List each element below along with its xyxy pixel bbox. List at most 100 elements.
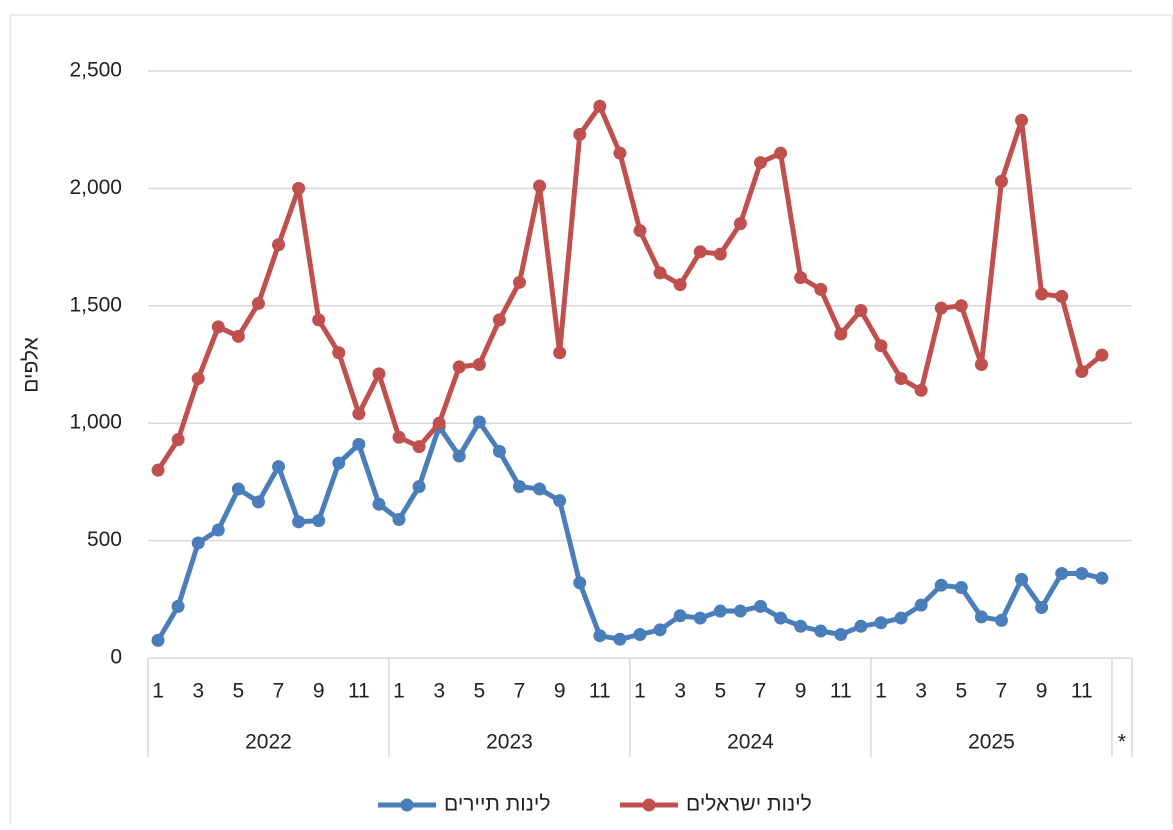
point: [914, 598, 928, 612]
y-tick-label: 2,500: [69, 59, 122, 82]
point: [713, 604, 727, 618]
y-tick-label: 2,000: [69, 176, 122, 199]
y-tick-label: 1,500: [69, 293, 122, 316]
point: [191, 372, 205, 386]
point: [312, 514, 326, 528]
x-group-label: 2023: [486, 731, 533, 754]
point: [834, 327, 848, 341]
x-tick-label: 3: [674, 680, 686, 703]
point: [251, 495, 265, 509]
point: [874, 339, 888, 353]
x-group-label: *: [1118, 731, 1126, 754]
point: [994, 174, 1008, 188]
point: [653, 623, 667, 637]
point: [713, 247, 727, 261]
point: [452, 360, 466, 374]
y-axis-label: אלפים: [20, 337, 43, 393]
point: [533, 179, 547, 193]
point: [653, 266, 667, 280]
point: [894, 611, 908, 625]
point: [513, 275, 527, 289]
point: [292, 515, 306, 529]
point: [914, 383, 928, 397]
point: [854, 303, 868, 317]
x-tick-label: 1: [875, 680, 887, 703]
point: [151, 633, 165, 647]
point: [211, 320, 225, 334]
point: [352, 437, 366, 451]
x-group-label: 2022: [245, 731, 292, 754]
x-tick-label: 3: [192, 680, 204, 703]
point: [834, 628, 848, 642]
point: [593, 629, 607, 643]
x-tick-label: 3: [915, 680, 927, 703]
point: [191, 536, 205, 550]
point: [492, 444, 506, 458]
point: [954, 581, 968, 595]
y-tick-label: 0: [110, 646, 122, 669]
point: [1095, 348, 1109, 362]
point: [472, 358, 486, 371]
point: [452, 449, 466, 463]
point: [573, 576, 587, 590]
x-group-label: 2025: [968, 731, 1015, 754]
point: [693, 611, 707, 625]
point: [673, 609, 687, 623]
x-tick-label: 9: [795, 680, 807, 703]
point: [673, 278, 687, 292]
point: [633, 224, 647, 238]
legend-label: לינות ישראלים: [686, 793, 812, 816]
point: [272, 238, 286, 252]
point: [753, 599, 767, 613]
point: [372, 497, 386, 511]
point: [693, 245, 707, 259]
point: [934, 301, 948, 315]
point: [814, 282, 828, 296]
y-tick-label: 500: [87, 528, 122, 551]
point: [553, 494, 567, 508]
point: [312, 313, 326, 327]
point: [733, 604, 747, 618]
x-tick-label: 11: [589, 680, 611, 703]
point: [934, 578, 948, 592]
x-tick-label: 7: [996, 680, 1008, 703]
point: [633, 628, 647, 642]
point: [231, 329, 245, 343]
x-tick-label: 3: [433, 680, 445, 703]
point: [171, 433, 185, 447]
point: [151, 463, 165, 477]
point: [1035, 601, 1049, 615]
x-tick-label: 9: [1036, 680, 1048, 703]
point: [794, 619, 808, 633]
point: [774, 611, 788, 625]
point: [1055, 566, 1069, 580]
point: [593, 99, 607, 113]
point: [1015, 113, 1029, 127]
point: [553, 346, 567, 360]
point: [432, 416, 446, 430]
point: [211, 523, 225, 537]
point: [1055, 289, 1069, 303]
point: [613, 146, 627, 160]
point: [794, 271, 808, 285]
x-tick-label: 1: [634, 680, 646, 703]
point: [251, 296, 265, 310]
point: [533, 482, 547, 496]
x-group-label: 2024: [727, 731, 774, 754]
point: [492, 313, 506, 327]
point: [1015, 572, 1029, 586]
point: [332, 346, 346, 360]
legend-marker: [642, 798, 656, 812]
point: [272, 460, 286, 474]
point: [974, 358, 988, 371]
point: [392, 430, 406, 444]
y-tick-label: 1,000: [69, 411, 122, 434]
x-tick-label: 7: [514, 680, 526, 703]
point: [472, 415, 486, 429]
point: [1075, 566, 1089, 580]
point: [854, 619, 868, 633]
point: [392, 512, 406, 526]
x-tick-label: 1: [393, 680, 405, 703]
point: [292, 181, 306, 195]
